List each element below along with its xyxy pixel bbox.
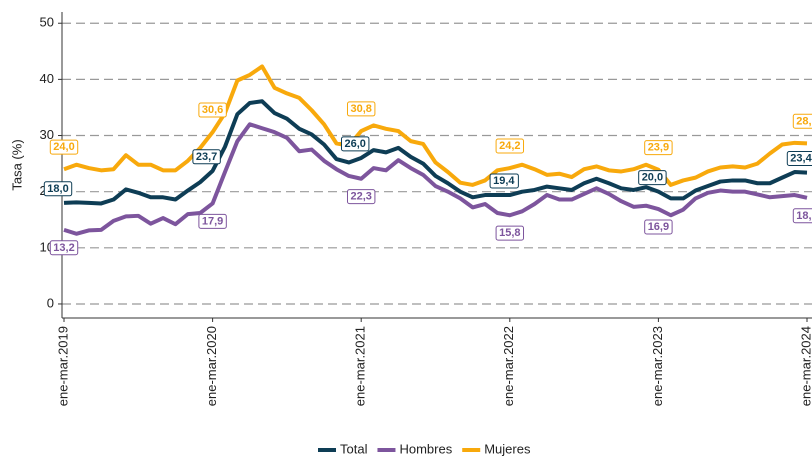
data-label-box (49, 240, 79, 256)
data-label-text: 28,6 (796, 115, 812, 127)
data-label: 18,0 (43, 181, 73, 197)
data-label-box (644, 219, 673, 235)
data-label-text: 18,0 (47, 183, 68, 195)
data-label-text: 22,3 (350, 191, 371, 203)
data-label: 20,0 (638, 170, 667, 186)
data-label-text: 30,6 (202, 104, 223, 116)
data-label-text: 24,2 (499, 140, 520, 152)
data-label-text: 23,7 (196, 151, 217, 163)
data-label-text: 17,9 (202, 215, 223, 227)
data-label: 19,4 (489, 173, 519, 189)
data-label-box (49, 139, 79, 155)
data-label: 22,3 (346, 189, 376, 205)
series-line (63, 122, 808, 236)
data-label: 23,9 (644, 140, 673, 156)
x-tick-label: ene-mar.2024 (798, 326, 812, 406)
data-label: 30,8 (346, 101, 376, 117)
series-line (63, 99, 808, 206)
data-label-box (792, 113, 812, 129)
x-tick-label: ene-mar.2023 (650, 326, 665, 406)
data-label-box (198, 102, 227, 118)
data-label-text: 26,0 (344, 138, 365, 150)
x-tick-label: ene-mar.2020 (204, 326, 219, 406)
data-label-box (638, 170, 667, 186)
data-label-box (192, 149, 221, 165)
data-label-box (346, 189, 376, 205)
data-label: 30,6 (198, 102, 227, 118)
data-label-box (495, 225, 525, 241)
x-tick-label: ene-mar.2019 (55, 326, 70, 406)
y-tick-label: 0 (47, 295, 54, 310)
data-label-box (346, 101, 376, 117)
data-label-box (198, 213, 227, 229)
data-label: 23,4 (786, 150, 812, 166)
data-label-box (489, 173, 519, 189)
data-label-box (644, 140, 673, 156)
legend-label: Hombres (399, 441, 452, 456)
data-label-text: 16,9 (648, 221, 669, 233)
x-tick-label: ene-mar.2022 (501, 326, 516, 406)
data-label: 15,8 (495, 225, 525, 241)
data-label: 13,2 (49, 240, 79, 256)
series-line (63, 64, 808, 187)
data-label-text: 19,4 (493, 175, 515, 187)
data-label: 24,0 (49, 139, 79, 155)
data-label-text: 13,2 (53, 242, 74, 254)
data-label: 17,9 (198, 213, 227, 229)
data-label-text: 20,0 (642, 172, 663, 184)
data-label: 23,7 (192, 149, 221, 165)
data-label-text: 23,9 (648, 142, 669, 154)
data-label-box (786, 150, 812, 166)
data-label: 28,6 (792, 113, 812, 129)
legend-label: Total (340, 441, 368, 456)
data-label-box (495, 138, 525, 154)
data-label-text: 30,8 (350, 103, 371, 115)
data-label-box (792, 208, 812, 224)
y-tick-label: 50 (40, 15, 54, 30)
data-label-box (340, 136, 370, 152)
y-axis-label: Tasa (%) (9, 139, 24, 190)
data-label: 16,9 (644, 219, 673, 235)
data-label-text: 24,0 (53, 141, 74, 153)
data-label: 26,0 (340, 136, 370, 152)
data-label: 18,9 (792, 208, 812, 224)
y-tick-label: 40 (40, 71, 54, 86)
data-label-text: 15,8 (499, 227, 520, 239)
data-label-text: 23,4 (790, 152, 812, 164)
legend-label: Mujeres (484, 441, 531, 456)
x-tick-label: ene-mar.2021 (353, 326, 368, 406)
data-label-text: 18,9 (796, 210, 812, 222)
y-tick-label: 30 (40, 127, 54, 142)
data-label: 24,2 (495, 138, 525, 154)
data-label-box (43, 181, 73, 197)
